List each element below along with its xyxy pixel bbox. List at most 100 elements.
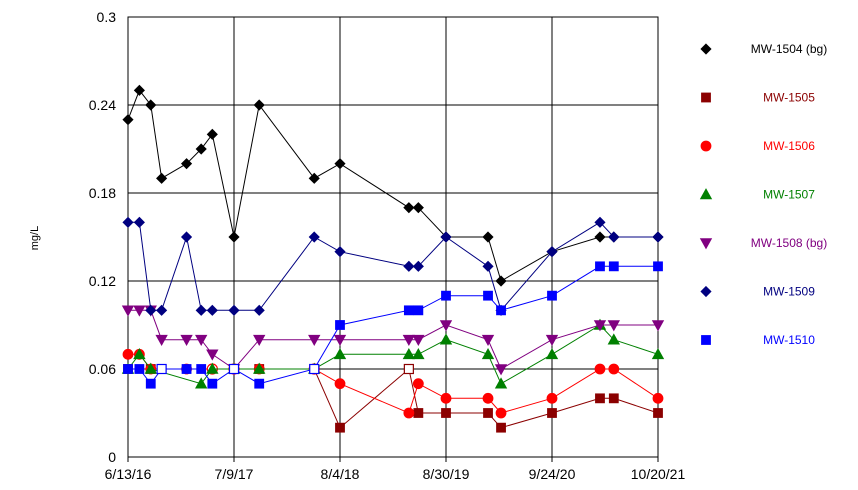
data-point [145,378,156,389]
data-point [482,260,494,272]
y-tick-label: 0.24 [89,97,116,113]
legend-entry: MW-1506 [700,139,815,153]
data-point [413,305,424,316]
y-axis-label: mg/L [29,226,41,250]
legend-entry: MW-1507 [699,188,815,202]
data-point [547,408,557,418]
data-point [180,158,193,170]
data-point [652,392,664,404]
x-tick-label: 8/4/18 [321,466,360,482]
data-point [412,334,425,346]
data-point [195,304,207,316]
data-point [608,261,619,272]
data-point [334,158,346,170]
legend-marker [699,238,713,250]
data-point [402,334,416,346]
data-point [253,362,266,374]
series-0 [122,84,664,287]
data-point [440,392,452,404]
data-point [439,320,453,332]
data-point [441,290,451,301]
y-tick-label: 0.3 [97,9,117,25]
series-6 [123,261,663,389]
data-point [156,172,168,184]
data-point [134,364,145,374]
data-point [207,378,218,389]
legend-entry: MW-1505 [701,91,815,105]
data-point [334,246,346,258]
legend-label: MW-1507 [763,188,815,202]
legend-marker [700,285,712,298]
data-point [133,216,145,228]
data-point [133,305,146,317]
data-point [145,99,157,111]
legend-marker [700,43,712,55]
legend-entry: MW-1508 (bg) [699,236,827,250]
data-point [206,362,219,374]
data-point [254,378,265,389]
x-tick-label: 9/24/20 [529,466,576,482]
data-point [206,128,218,140]
data-point [608,231,620,243]
legend-marker [699,188,713,200]
data-point [196,364,207,374]
data-point [145,304,157,316]
data-point [308,231,320,243]
data-point [402,348,416,360]
plot-area [127,16,659,458]
data-point [228,304,240,316]
data-point [652,231,664,243]
data-point [195,143,207,155]
legend-marker [700,140,712,152]
data-point [206,349,219,361]
legend-marker [701,92,711,103]
data-point [180,334,193,346]
data-point [495,275,507,287]
data-point [253,334,266,346]
series-line [127,324,659,385]
data-point [608,393,619,404]
data-point [335,320,345,330]
data-point [412,260,424,272]
series-line [127,89,658,282]
data-point [545,334,559,346]
data-point [593,320,607,332]
data-point [195,377,208,389]
legend: MW-1504 (bg) MW-1505 MW-1506 MW-1507 MW-1508… [699,42,827,347]
legend-entry: MW-1504 (bg) [700,42,827,56]
data-point [122,348,134,360]
data-point [481,348,495,360]
data-point [608,363,620,375]
x-tick-label: 10/20/21 [631,466,686,482]
x-tick-label: 6/13/16 [105,466,152,482]
data-point [206,304,218,316]
data-point [181,364,192,374]
data-point [403,363,414,375]
data-point [594,231,606,243]
data-point [333,348,347,360]
data-point [496,422,506,433]
series-line [128,221,658,312]
data-point [440,231,452,243]
axes: 0 0.06 0.12 0.18 0.24 0.3 6/13/16 7/9/17 8/4/18 8… [89,9,686,482]
data-point [441,408,451,418]
data-point [547,290,557,301]
data-point [155,334,168,346]
data-point [412,348,425,360]
data-point [439,333,453,345]
data-point [653,408,663,418]
data-point [334,378,346,390]
data-point [651,348,665,360]
data-point [308,172,320,184]
legend-label: MW-1506 [763,139,815,153]
data-point [607,333,620,345]
y-tick-label: 0.18 [89,185,116,201]
data-point [483,290,493,301]
data-point [180,231,193,243]
data-point [594,363,606,375]
y-tick-label: 0 [108,449,116,465]
data-point [253,304,265,316]
data-point [595,261,605,272]
data-point [494,364,508,376]
